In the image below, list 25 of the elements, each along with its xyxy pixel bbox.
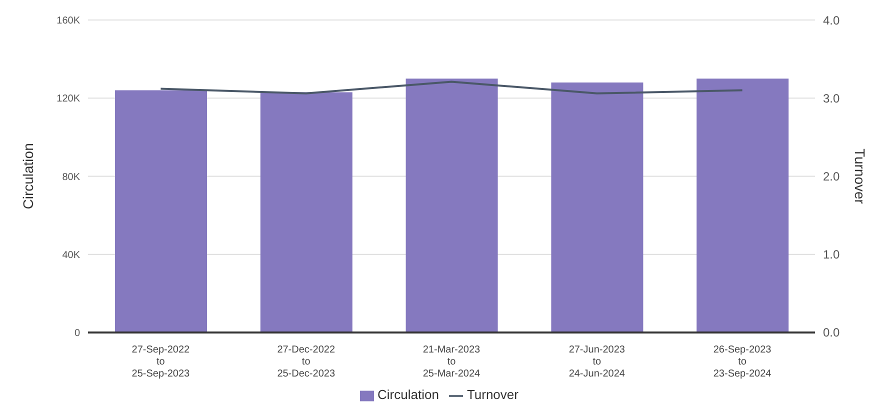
line-series (160, 80, 744, 94)
y2-axis-title: Turnover (852, 148, 868, 204)
y-tick-label: 160K (56, 16, 80, 27)
y2-tick-label: 1.0 (823, 248, 840, 262)
bar (260, 92, 352, 332)
y2-tick-label: 0.0 (823, 326, 840, 340)
x-tick-label: 26-Sep-2023 to 23-Sep-2024 (713, 344, 772, 380)
x-tick-label: 27-Sep-2022 to 25-Sep-2023 (132, 344, 190, 380)
y-tick-label: 120K (56, 94, 80, 105)
y-axis-title: Circulation (20, 143, 36, 210)
y2-tick-label: 4.0 (823, 13, 840, 28)
bar (551, 82, 644, 332)
y2-tick-label: 2.0 (823, 169, 840, 184)
y-tick-label: 80K (62, 172, 80, 183)
bar (406, 78, 498, 332)
x-tick-label: 21-Mar-2023 to 25-Mar-2024 (422, 344, 481, 380)
y-tick-label: 0 (74, 328, 80, 339)
legend-label: Circulation (378, 387, 439, 402)
y-tick-label: 40K (62, 250, 80, 261)
bar (696, 78, 789, 332)
x-tick-label: 27-Jun-2023 to 24-Jun-2024 (568, 344, 626, 380)
y2-tick-label: 3.0 (823, 91, 840, 106)
bar (115, 90, 207, 332)
legend-label: Turnover (466, 387, 518, 402)
x-tick-label: 27-Dec-2022 to 25-Dec-2023 (277, 344, 336, 380)
